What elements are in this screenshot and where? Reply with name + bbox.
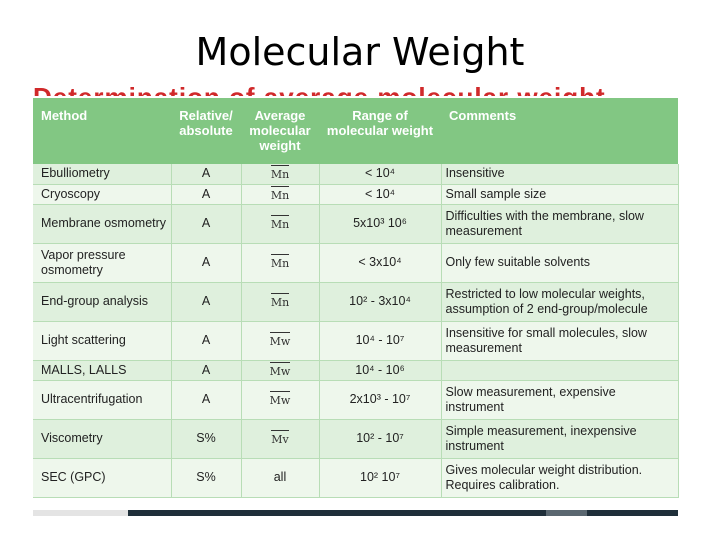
average-mw-symbol: Mn <box>270 165 290 182</box>
cell-comments: Only few suitable solvents <box>441 243 679 283</box>
cell-average-mw: Mn <box>241 243 320 283</box>
cell-average-mw: Mn <box>241 164 320 185</box>
table-row: Cryoscopy A Mn < 10⁴ Small sample size <box>33 184 679 205</box>
cell-comments: Restricted to low molecular weights, ass… <box>441 282 679 322</box>
cell-range: < 3x10⁴ <box>319 243 442 283</box>
cell-relative-absolute: A <box>171 164 242 185</box>
table-row: Viscometry S% Mv 10² - 10⁷ Simple measur… <box>33 419 679 459</box>
average-mw-symbol: Mn <box>270 215 290 232</box>
cell-relative-absolute: A <box>171 380 242 420</box>
molecular-weight-methods-table: Method Relative/ absolute Average molecu… <box>33 98 679 498</box>
molecular-weight-table-wrapper: Method Relative/ absolute Average molecu… <box>33 98 679 498</box>
cell-relative-absolute: A <box>171 184 242 205</box>
cell-average-mw: Mn <box>241 282 320 322</box>
average-mw-symbol: Mw <box>269 332 291 349</box>
cell-range: 2x10³ - 10⁷ <box>319 380 442 420</box>
header-method: Method <box>33 98 171 164</box>
cell-method: Cryoscopy <box>33 184 172 205</box>
cell-comments: Slow measurement, expensive instrument <box>441 380 679 420</box>
cell-relative-absolute: A <box>171 243 242 283</box>
cell-method: Light scattering <box>33 321 172 361</box>
cropped-table-heading: Determination of average molecular weigh… <box>33 78 678 96</box>
cell-comments: Difficulties with the membrane, slow mea… <box>441 204 679 244</box>
cell-method: Viscometry <box>33 419 172 459</box>
cell-comments: Gives molecular weight distribution. Req… <box>441 458 679 498</box>
average-mw-symbol: Mw <box>269 391 291 408</box>
table-row: End-group analysis A Mn 10² - 3x10⁴ Rest… <box>33 282 679 322</box>
header-range: Range of molecular weight <box>319 98 441 164</box>
cell-method: Ultracentrifugation <box>33 380 172 420</box>
average-mw-symbol: Mw <box>269 361 291 379</box>
cell-comments: Small sample size <box>441 184 679 205</box>
footer-bar-dark <box>128 510 546 516</box>
cell-relative-absolute: A <box>171 360 242 381</box>
cell-relative-absolute: S% <box>171 458 242 498</box>
cell-relative-absolute: S% <box>171 419 242 459</box>
table-row: Light scattering A Mw 10⁴ - 10⁷ Insensit… <box>33 321 679 361</box>
average-mw-symbol: Mn <box>270 293 290 310</box>
cell-relative-absolute: A <box>171 321 242 361</box>
cell-method: Ebulliometry <box>33 164 172 185</box>
table-row: SEC (GPC) S% all 10² 10⁷ Gives molecular… <box>33 458 679 498</box>
footer-bar-dark-right <box>587 510 678 516</box>
cell-comments: Insensitive for small molecules, slow me… <box>441 321 679 361</box>
cell-relative-absolute: A <box>171 282 242 322</box>
cell-method: Vapor pressure osmometry <box>33 243 172 283</box>
cell-average-mw: all <box>241 458 320 498</box>
cell-average-mw: Mw <box>241 321 320 361</box>
cropped-table-heading-text: Determination of average molecular weigh… <box>33 82 606 96</box>
cell-range: 10⁴ - 10⁶ <box>319 360 442 381</box>
table-row: Ultracentrifugation A Mw 2x10³ - 10⁷ Slo… <box>33 380 679 420</box>
average-mw-symbol: Mv <box>271 430 289 447</box>
cell-average-mw: Mw <box>241 380 320 420</box>
cell-method: MALLS, LALLS <box>33 360 172 381</box>
table-row: MALLS, LALLS A Mw 10⁴ - 10⁶ <box>33 360 679 381</box>
cell-range: < 10⁴ <box>319 184 442 205</box>
cell-average-mw: Mn <box>241 184 320 205</box>
cell-method: Membrane osmometry <box>33 204 172 244</box>
cell-range: 5x10³ 10⁶ <box>319 204 442 244</box>
table-row: Membrane osmometry A Mn 5x10³ 10⁶ Diffic… <box>33 204 679 244</box>
cell-range: 10² - 10⁷ <box>319 419 442 459</box>
average-mw-symbol: Mn <box>270 185 290 203</box>
cell-range: 10² - 3x10⁴ <box>319 282 442 322</box>
table-row: Vapor pressure osmometry A Mn < 3x10⁴ On… <box>33 243 679 283</box>
table-row: Ebulliometry A Mn < 10⁴ Insensitive <box>33 164 679 185</box>
cell-method: End-group analysis <box>33 282 172 322</box>
cell-average-mw: Mv <box>241 419 320 459</box>
cell-average-mw: Mn <box>241 204 320 244</box>
cell-comments <box>441 360 679 381</box>
cell-range: < 10⁴ <box>319 164 442 185</box>
cell-range: 10⁴ - 10⁷ <box>319 321 442 361</box>
table-header-row: Method Relative/ absolute Average molecu… <box>33 98 678 164</box>
footer-bar-mid <box>546 510 587 516</box>
header-average-molecular-weight: Average molecular weight <box>241 98 319 164</box>
cell-method: SEC (GPC) <box>33 458 172 498</box>
header-comments: Comments <box>441 98 678 164</box>
cell-range: 10² 10⁷ <box>319 458 442 498</box>
slide-title: Molecular Weight <box>195 30 525 74</box>
cell-average-mw: Mw <box>241 360 320 381</box>
average-mw-symbol: Mn <box>270 254 290 271</box>
footer-bar-light <box>33 510 128 516</box>
cell-comments: Simple measurement, inexpensive instrume… <box>441 419 679 459</box>
cell-comments: Insensitive <box>441 164 679 185</box>
header-relative-absolute: Relative/ absolute <box>171 98 241 164</box>
cell-relative-absolute: A <box>171 204 242 244</box>
